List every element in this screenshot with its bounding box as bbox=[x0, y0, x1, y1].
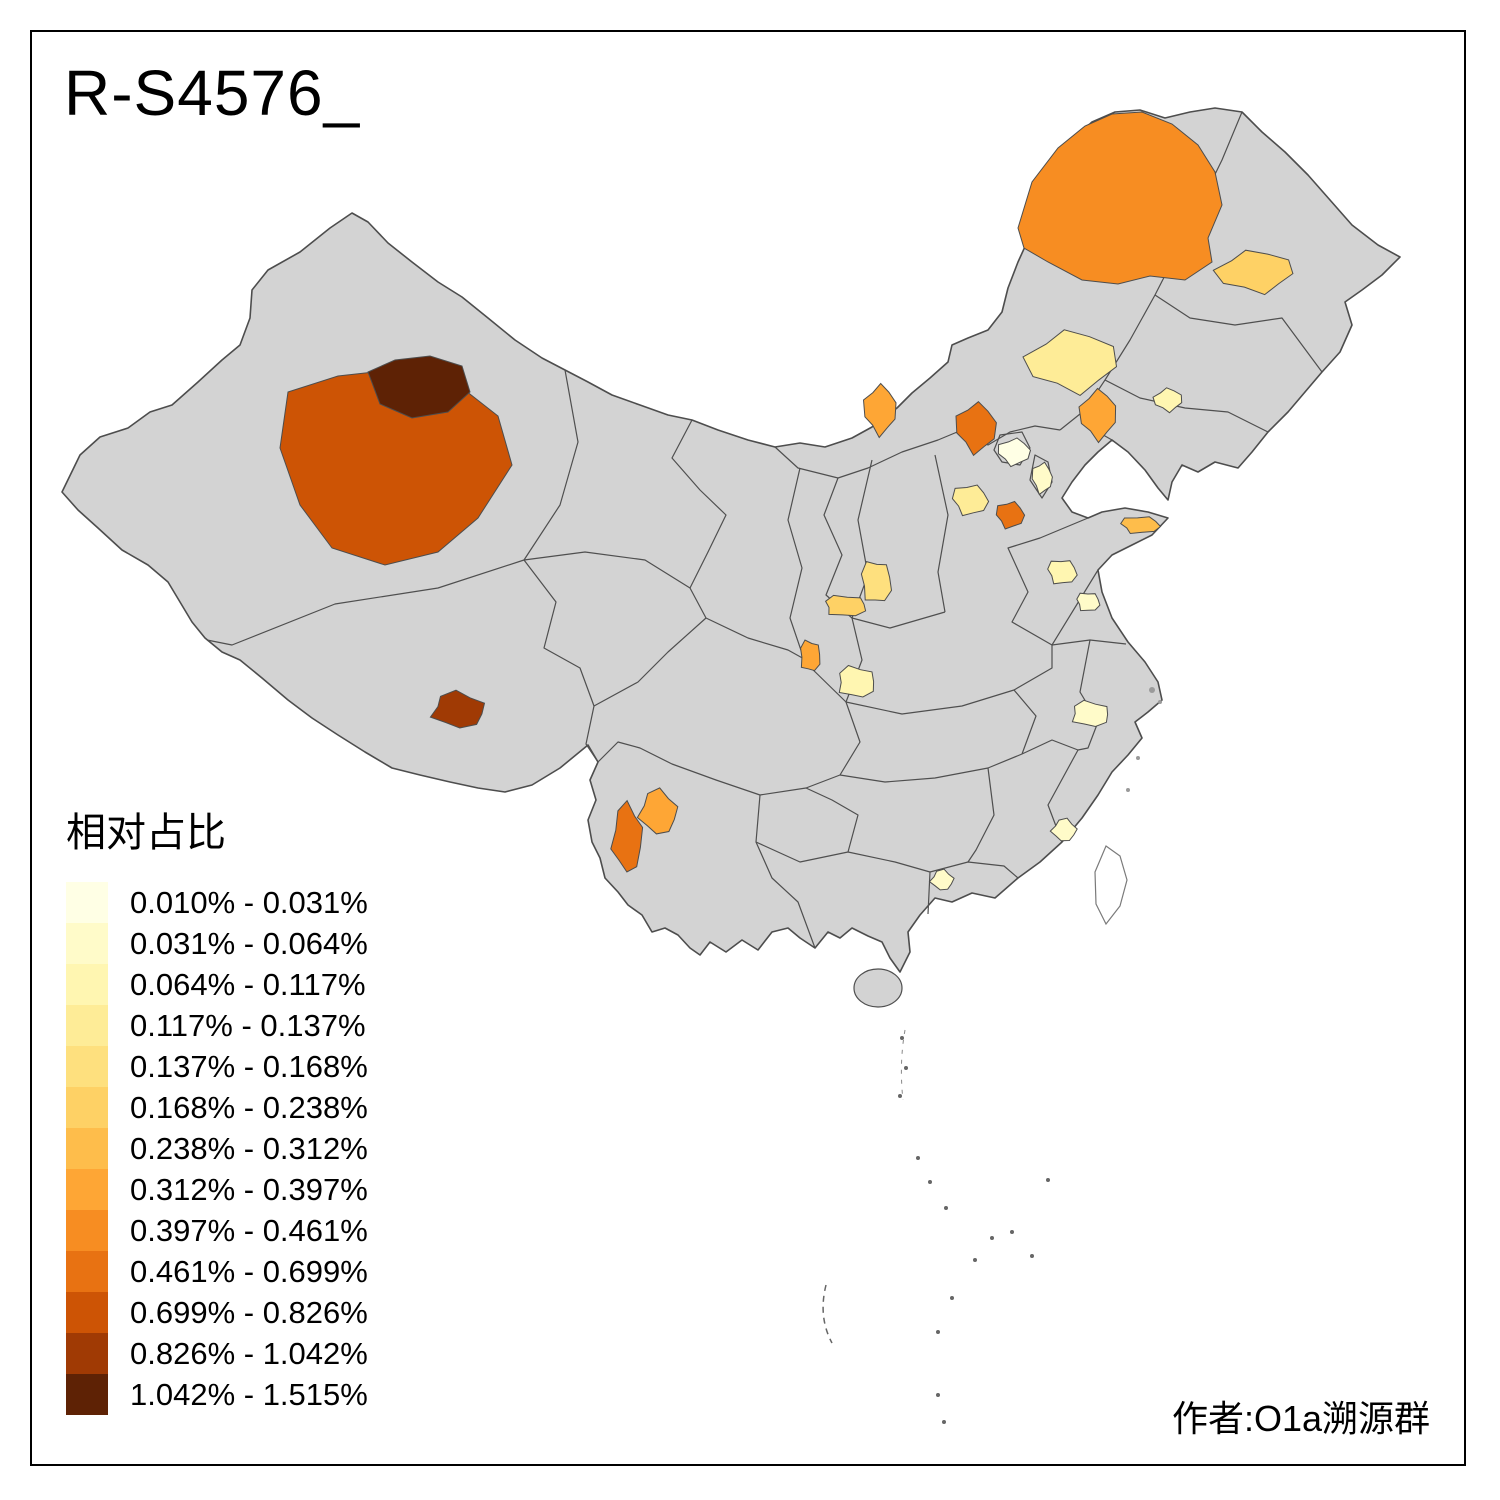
legend-row: 0.031% - 0.064% bbox=[66, 923, 368, 964]
map-region bbox=[1120, 516, 1162, 535]
legend-row: 0.168% - 0.238% bbox=[66, 1087, 368, 1128]
legend-label: 0.031% - 0.064% bbox=[130, 925, 368, 961]
legend-swatch bbox=[66, 1292, 108, 1333]
map-region bbox=[1078, 387, 1117, 444]
map-region bbox=[1071, 699, 1109, 728]
legend-label: 0.117% - 0.137% bbox=[130, 1007, 366, 1043]
legend-swatch bbox=[66, 964, 108, 1005]
page-title: R-S4576_ bbox=[64, 57, 361, 129]
map-region bbox=[1212, 249, 1294, 296]
legend: 相对占比 0.010% - 0.031% 0.031% - 0.064% 0.064… bbox=[66, 800, 368, 1415]
map-region bbox=[1031, 461, 1053, 496]
legend-label: 0.064% - 0.117% bbox=[130, 966, 366, 1002]
map-region bbox=[610, 799, 644, 873]
map-region bbox=[1049, 817, 1078, 842]
legend-row: 0.826% - 1.042% bbox=[66, 1333, 368, 1374]
map-region bbox=[367, 355, 471, 419]
south-china-sea-islets bbox=[822, 1029, 1050, 1424]
legend-label: 0.137% - 0.168% bbox=[130, 1048, 368, 1084]
legend-row: 0.117% - 0.137% bbox=[66, 1005, 368, 1046]
legend-row: 0.238% - 0.312% bbox=[66, 1128, 368, 1169]
legend-row: 0.312% - 0.397% bbox=[66, 1169, 368, 1210]
map-region bbox=[429, 689, 486, 729]
map-region bbox=[800, 639, 821, 672]
islands bbox=[853, 687, 1162, 1008]
map-region bbox=[838, 664, 875, 698]
legend-row: 0.137% - 0.168% bbox=[66, 1046, 368, 1087]
legend-swatch bbox=[66, 1169, 108, 1210]
map-region bbox=[1022, 329, 1118, 396]
plot-frame bbox=[30, 30, 1466, 1466]
legend-swatch bbox=[66, 882, 108, 923]
map-region bbox=[636, 787, 679, 835]
legend-row: 0.461% - 0.699% bbox=[66, 1251, 368, 1292]
legend-swatch bbox=[66, 923, 108, 964]
map-region bbox=[1076, 592, 1101, 612]
map-region bbox=[862, 382, 897, 439]
legend-label: 0.168% - 0.238% bbox=[130, 1089, 368, 1125]
legend-label: 0.461% - 0.699% bbox=[130, 1253, 368, 1289]
legend-swatch bbox=[66, 1251, 108, 1292]
legend-swatch bbox=[66, 1046, 108, 1087]
map-region bbox=[951, 484, 990, 517]
legend-row: 0.064% - 0.117% bbox=[66, 964, 368, 1005]
legend-swatch bbox=[66, 1374, 108, 1415]
map-region bbox=[1017, 111, 1223, 285]
map-region bbox=[955, 401, 997, 457]
map-region bbox=[860, 561, 893, 602]
legend-label: 0.397% - 0.461% bbox=[130, 1212, 368, 1248]
legend-swatch bbox=[66, 1333, 108, 1374]
legend-swatch bbox=[66, 1210, 108, 1251]
legend-swatch bbox=[66, 1087, 108, 1128]
map-region bbox=[928, 868, 955, 891]
legend-swatch bbox=[66, 1128, 108, 1169]
hainan-island bbox=[853, 968, 903, 1008]
legend-row: 1.042% - 1.515% bbox=[66, 1374, 368, 1415]
legend-label: 0.010% - 0.031% bbox=[130, 884, 368, 920]
map-region bbox=[1152, 387, 1183, 414]
legend-label: 0.699% - 0.826% bbox=[130, 1294, 368, 1330]
legend-row: 0.699% - 0.826% bbox=[66, 1292, 368, 1333]
legend-label: 0.238% - 0.312% bbox=[130, 1130, 368, 1166]
legend-label: 0.826% - 1.042% bbox=[130, 1335, 368, 1371]
map-region bbox=[1047, 560, 1078, 585]
mainland-outline bbox=[61, 107, 1401, 973]
legend-row: 0.397% - 0.461% bbox=[66, 1210, 368, 1251]
legend-swatch bbox=[66, 1005, 108, 1046]
legend-row: 0.010% - 0.031% bbox=[66, 882, 368, 923]
legend-rows: 0.010% - 0.031% 0.031% - 0.064% 0.064% - 0… bbox=[66, 882, 368, 1415]
map-region bbox=[997, 437, 1032, 468]
legend-label: 1.042% - 1.515% bbox=[130, 1376, 368, 1412]
legend-title: 相对占比 bbox=[66, 811, 226, 855]
legend-label: 0.312% - 0.397% bbox=[130, 1171, 368, 1207]
map-region bbox=[824, 594, 867, 617]
map-region bbox=[995, 500, 1026, 530]
attribution: 作者:O1a溯源群 bbox=[1171, 1398, 1430, 1439]
taiwan-island bbox=[1094, 845, 1128, 926]
highlighted-regions bbox=[279, 111, 1294, 891]
